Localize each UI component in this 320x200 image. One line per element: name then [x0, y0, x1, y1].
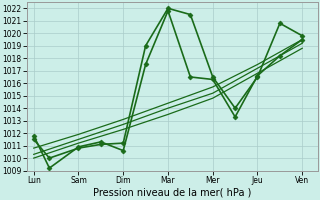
X-axis label: Pression niveau de la mer( hPa ): Pression niveau de la mer( hPa )	[93, 188, 252, 198]
